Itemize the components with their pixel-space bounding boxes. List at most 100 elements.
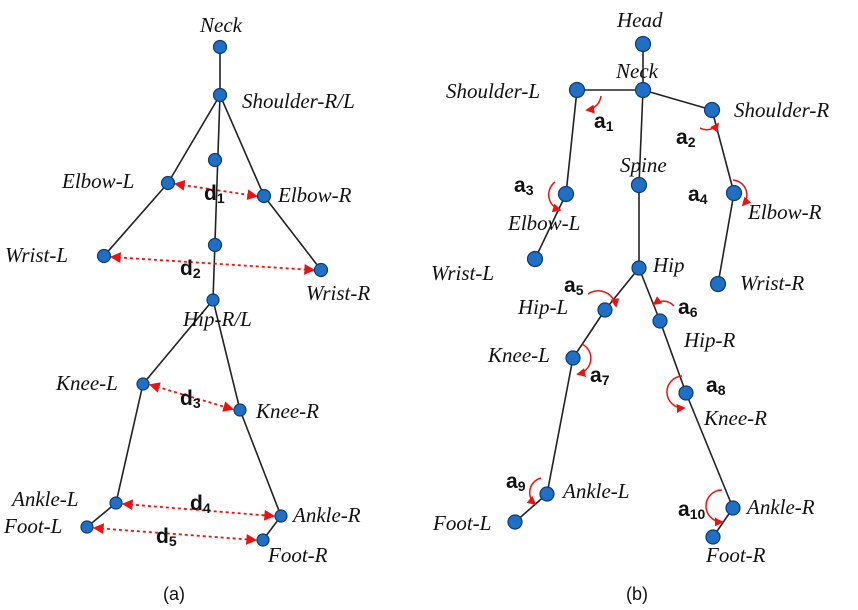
label-knee-r: Knee-R bbox=[703, 406, 767, 430]
caption-a: (a) bbox=[163, 584, 185, 604]
angle-arc-a2 bbox=[699, 122, 720, 133]
label-foot-r: Foot-R bbox=[267, 543, 328, 567]
label-wrist-l: Wrist-L bbox=[431, 261, 494, 285]
angle-label-a10: a10 bbox=[678, 498, 705, 522]
panel-b-bones bbox=[514, 44, 735, 538]
joint-foot-l bbox=[507, 514, 523, 530]
bone-hip-hip-l bbox=[604, 267, 640, 311]
label-shoulder-r: Shoulder-R bbox=[734, 98, 829, 122]
distance-line-d2 bbox=[109, 252, 316, 275]
joint-hip bbox=[631, 260, 647, 276]
joint-spine-upper bbox=[207, 152, 223, 168]
panel-a-labels: Neck Shoulder-R/L Elbow-L Elbow-R Wrist-… bbox=[3, 13, 370, 567]
distance-label-d5: d5 bbox=[156, 525, 177, 549]
joint-wrist-l bbox=[96, 248, 112, 264]
bone-hip-r-knee-r bbox=[659, 320, 687, 394]
label-wrist-r: Wrist-R bbox=[740, 271, 804, 295]
label-hip: Hip bbox=[652, 253, 685, 277]
label-head: Head bbox=[616, 8, 663, 32]
label-shoulder-l: Shoulder-L bbox=[446, 79, 540, 103]
angle-arc-a3 bbox=[548, 181, 562, 213]
panel-a-bones bbox=[86, 47, 322, 541]
joint-spine-lower bbox=[207, 237, 223, 253]
bone-hip-knee-r bbox=[212, 299, 241, 411]
bone-hip-knee-l bbox=[142, 299, 214, 385]
label-elbow-l: Elbow-L bbox=[507, 211, 580, 235]
bone-knee-ankle-l bbox=[115, 383, 144, 504]
label-spine: Spine bbox=[620, 153, 667, 177]
label-foot-l: Foot-L bbox=[3, 514, 62, 538]
distance-label-d4: d4 bbox=[190, 492, 211, 516]
joint-ankle-l bbox=[109, 496, 123, 510]
angle-arc-a4 bbox=[732, 179, 752, 207]
joint-knee-l bbox=[136, 377, 150, 391]
panel-b-angle-labels: a1 a2 a3 a4 a5 a6 a7 a8 a9 a10 bbox=[506, 110, 726, 522]
panel-a-distance-lines bbox=[92, 179, 316, 545]
bone-elbow-wrist-r bbox=[717, 192, 735, 285]
angle-label-a7: a7 bbox=[590, 364, 610, 388]
panel-b-angle-arcs bbox=[526, 95, 752, 527]
label-ankle-l: Ankle-L bbox=[561, 479, 629, 503]
label-knee-l: Knee-L bbox=[55, 371, 118, 395]
label-hip: Hip-R/L bbox=[182, 307, 252, 331]
bone-elbow-wrist-r bbox=[263, 195, 322, 271]
label-foot-r: Foot-R bbox=[705, 543, 766, 567]
panel-a-joints bbox=[80, 39, 329, 547]
joint-hip-r bbox=[652, 313, 668, 329]
bone-neck-shoulder-r bbox=[642, 89, 713, 111]
joint-shoulder bbox=[212, 87, 228, 103]
panel-a-distance-labels: d1 d2 d3 d4 d5 bbox=[156, 182, 225, 549]
distance-line-d4 bbox=[121, 499, 276, 521]
angle-arc-a10 bbox=[705, 489, 724, 527]
angle-arc-a7 bbox=[576, 343, 592, 377]
angle-arc-a9 bbox=[526, 477, 542, 506]
angle-arc-a1 bbox=[585, 95, 602, 114]
distance-line-d5 bbox=[92, 523, 258, 545]
distance-line-d1 bbox=[173, 179, 259, 201]
angle-arc-a8 bbox=[666, 375, 686, 413]
angle-label-a5: a5 bbox=[564, 274, 584, 298]
label-wrist-l: Wrist-L bbox=[5, 243, 68, 267]
joint-neck bbox=[212, 39, 228, 55]
angle-arc-a6 bbox=[652, 296, 675, 307]
bone-hip-l-knee-l bbox=[572, 309, 606, 359]
bone-knee-ankle-l bbox=[546, 357, 574, 495]
joint-ankle-r bbox=[274, 509, 288, 523]
label-ankle-r: Ankle-R bbox=[745, 495, 815, 519]
distance-label-d1: d1 bbox=[204, 182, 225, 206]
joint-neck bbox=[634, 81, 652, 99]
label-shoulder: Shoulder-R/L bbox=[242, 89, 355, 113]
angle-label-a1: a1 bbox=[594, 110, 614, 134]
label-elbow-r: Elbow-R bbox=[277, 183, 352, 207]
angle-label-a9: a9 bbox=[506, 470, 526, 494]
joint-elbow-r bbox=[256, 188, 272, 204]
joint-elbow-l bbox=[557, 185, 575, 203]
joint-ankle-r bbox=[725, 500, 741, 516]
label-ankle-r: Ankle-R bbox=[291, 503, 361, 527]
joint-shoulder-l bbox=[568, 81, 586, 99]
label-ankle-l: Ankle-L bbox=[10, 487, 78, 511]
label-knee-r: Knee-R bbox=[255, 399, 319, 423]
joint-ankle-l bbox=[539, 486, 555, 502]
label-knee-l: Knee-L bbox=[487, 343, 550, 367]
joint-wrist-r bbox=[313, 262, 329, 278]
bone-shoulder-elbow-r bbox=[711, 109, 735, 194]
joint-foot-r bbox=[256, 533, 270, 547]
distance-label-d2: d2 bbox=[180, 257, 201, 281]
joint-hip bbox=[206, 293, 220, 307]
distance-line-d3 bbox=[148, 382, 235, 412]
angle-label-a2: a2 bbox=[676, 126, 696, 150]
joint-hip-l bbox=[597, 302, 613, 318]
bone-knee-ankle-r bbox=[685, 392, 734, 509]
bone-knee-ankle-r bbox=[239, 409, 282, 517]
bone-elbow-wrist-l bbox=[103, 182, 169, 257]
joint-head bbox=[634, 35, 652, 53]
joint-knee-r bbox=[233, 403, 247, 417]
label-elbow-l: Elbow-L bbox=[61, 169, 134, 193]
joint-spine bbox=[630, 176, 648, 194]
panel-b-joints bbox=[507, 35, 743, 545]
bone-hip-hip-r bbox=[638, 267, 661, 322]
label-elbow-r: Elbow-R bbox=[747, 200, 822, 224]
